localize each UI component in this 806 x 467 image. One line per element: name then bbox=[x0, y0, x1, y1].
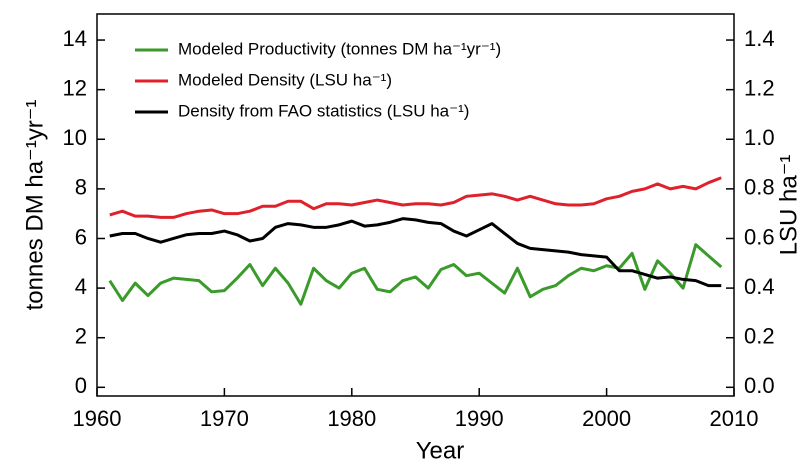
y2-tick-label: 0.6 bbox=[744, 224, 775, 249]
x-tick-label: 1980 bbox=[327, 406, 376, 431]
x-tick-label: 2000 bbox=[582, 406, 631, 431]
x-axis-title: Year bbox=[416, 437, 465, 464]
y-tick-label: 14 bbox=[63, 26, 87, 51]
x-tick-label: 1960 bbox=[73, 406, 122, 431]
legend-label: Density from FAO statistics (LSU ha⁻¹) bbox=[178, 101, 469, 120]
y-tick-label: 2 bbox=[75, 324, 87, 349]
y2-tick-label: 0.0 bbox=[744, 373, 775, 398]
data-line bbox=[109, 176, 722, 219]
x-tick-label: 1970 bbox=[200, 406, 249, 431]
y2-tick-label: 0.2 bbox=[744, 324, 775, 349]
y2-axis-title: LSU ha⁻¹ bbox=[775, 155, 802, 256]
y-axis-title: tonnes DM ha⁻¹yr⁻¹ bbox=[21, 100, 48, 311]
x-tick-label: 2010 bbox=[710, 406, 759, 431]
y-tick-label: 8 bbox=[75, 175, 87, 200]
y2-tick-label: 0.8 bbox=[744, 175, 775, 200]
y-tick-label: 0 bbox=[75, 373, 87, 398]
x-tick-label: 1990 bbox=[455, 406, 504, 431]
data-line bbox=[109, 217, 722, 288]
y-tick-label: 4 bbox=[75, 274, 87, 299]
data-line bbox=[108, 243, 723, 306]
y2-tick-label: 1.4 bbox=[744, 26, 775, 51]
y2-tick-label: 1.0 bbox=[744, 125, 775, 150]
legend-label: Modeled Density (LSU ha⁻¹) bbox=[178, 70, 392, 89]
legend-label: Modeled Productivity (tonnes DM ha⁻¹yr⁻¹… bbox=[178, 39, 501, 58]
y2-tick-label: 0.4 bbox=[744, 274, 775, 299]
y-tick-label: 10 bbox=[63, 125, 87, 150]
y-tick-label: 12 bbox=[63, 75, 87, 100]
y2-tick-label: 1.2 bbox=[744, 75, 775, 100]
plot-frame bbox=[96, 13, 735, 397]
y-tick-label: 6 bbox=[75, 224, 87, 249]
